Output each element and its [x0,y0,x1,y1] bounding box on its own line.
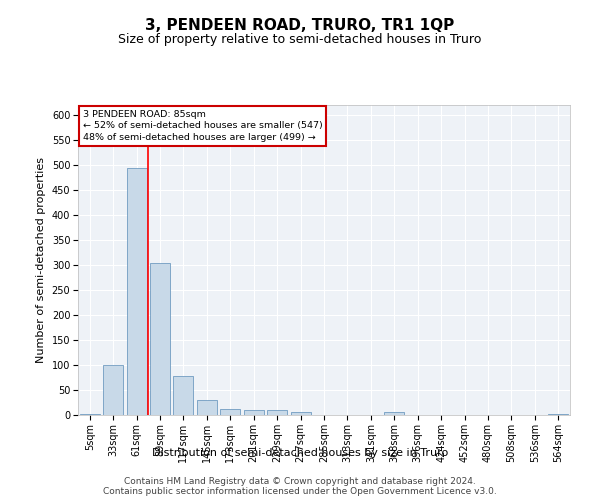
Bar [548,414,568,415]
Bar [103,365,123,415]
Bar [267,410,287,415]
Bar [385,412,404,415]
Text: Contains HM Land Registry data © Crown copyright and database right 2024.: Contains HM Land Registry data © Crown c… [124,476,476,486]
Bar [197,400,217,415]
Bar [80,414,100,415]
Text: Contains public sector information licensed under the Open Government Licence v3: Contains public sector information licen… [103,486,497,496]
Bar [290,412,311,415]
Bar [173,376,193,415]
Bar [244,410,263,415]
Text: Distribution of semi-detached houses by size in Truro: Distribution of semi-detached houses by … [152,448,448,458]
Y-axis label: Number of semi-detached properties: Number of semi-detached properties [36,157,46,363]
Text: 3, PENDEEN ROAD, TRURO, TR1 1QP: 3, PENDEEN ROAD, TRURO, TR1 1QP [145,18,455,32]
Text: 3 PENDEEN ROAD: 85sqm
← 52% of semi-detached houses are smaller (547)
48% of sem: 3 PENDEEN ROAD: 85sqm ← 52% of semi-deta… [83,110,323,142]
Bar [127,168,146,415]
Text: Size of property relative to semi-detached houses in Truro: Size of property relative to semi-detach… [118,32,482,46]
Bar [220,408,240,415]
Bar [150,262,170,415]
